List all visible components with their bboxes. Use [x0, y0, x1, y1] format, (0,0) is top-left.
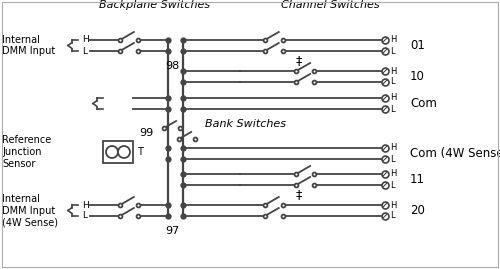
Text: H: H — [390, 200, 396, 210]
Text: 10: 10 — [410, 70, 425, 83]
Text: L: L — [390, 211, 394, 221]
Text: H: H — [82, 36, 89, 44]
Bar — [103, 141, 133, 163]
Text: L: L — [390, 104, 394, 114]
Text: 01: 01 — [410, 39, 425, 52]
Text: 98: 98 — [165, 61, 179, 71]
Text: L: L — [82, 47, 87, 55]
Text: 11: 11 — [410, 173, 425, 186]
Text: Bank Switches: Bank Switches — [205, 119, 286, 129]
Text: Backplane Switches: Backplane Switches — [100, 0, 210, 10]
Text: Com: Com — [410, 97, 437, 110]
Text: H: H — [82, 200, 89, 210]
Text: ‡: ‡ — [296, 55, 302, 68]
Text: L: L — [390, 47, 394, 55]
Text: T: T — [137, 147, 143, 157]
Text: Internal
DMM Input: Internal DMM Input — [2, 35, 55, 56]
Text: H: H — [390, 143, 396, 153]
Text: L: L — [390, 154, 394, 164]
Text: H: H — [390, 66, 396, 76]
Text: Internal
DMM Input
(4W Sense): Internal DMM Input (4W Sense) — [2, 194, 58, 227]
Text: H: H — [390, 94, 396, 102]
Text: Com (4W Sense): Com (4W Sense) — [410, 147, 500, 160]
Text: L: L — [390, 180, 394, 189]
Text: 97: 97 — [165, 226, 179, 236]
Text: H: H — [390, 36, 396, 44]
Text: Channel Switches: Channel Switches — [280, 0, 380, 10]
Text: H: H — [390, 169, 396, 179]
Text: L: L — [82, 211, 87, 221]
Text: 20: 20 — [410, 204, 425, 217]
Text: ‡: ‡ — [296, 189, 302, 201]
Text: 99: 99 — [140, 129, 154, 139]
Text: Reference
Junction
Sensor: Reference Junction Sensor — [2, 135, 51, 169]
Text: L: L — [390, 77, 394, 87]
